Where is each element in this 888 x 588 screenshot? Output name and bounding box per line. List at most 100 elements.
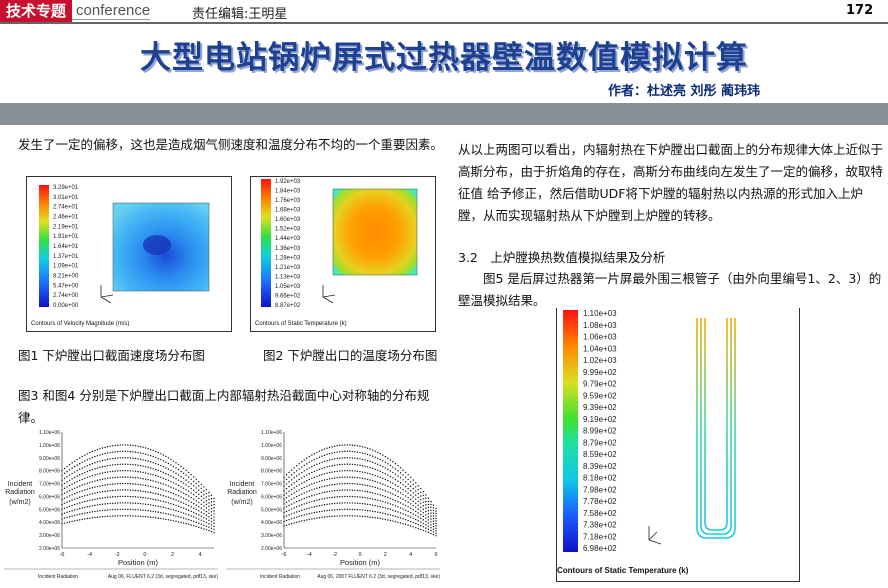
chart3-point [155,451,156,452]
chart3-point [191,501,192,502]
chart3-point [213,510,214,511]
fig2-axis-triad [323,285,335,303]
chart3-point [109,471,110,472]
chart4-point [362,490,363,491]
chart3-point [61,513,62,514]
chart3-point [158,464,159,465]
chart4-point [359,503,360,504]
chart4-point [309,502,310,503]
chart3-point [77,459,78,460]
chart4-point [428,529,429,530]
chart3-point [77,470,78,471]
chart4-point [296,491,297,492]
chart3-point [120,476,121,477]
chart3-point [201,492,202,493]
chart3-point [61,480,62,481]
chart3-point [147,516,148,517]
chart4-point [428,501,429,502]
chart4-point [392,515,393,516]
chart3-point [147,473,148,474]
chart4-point [420,525,421,526]
chart3-point [84,472,85,473]
chart4-point [324,479,325,480]
chart3-point [163,495,164,496]
chart4-point [433,520,434,521]
chart4-point [334,477,335,478]
chart3-point [61,509,62,510]
chart3-point [99,485,100,486]
chart4-point [283,486,284,487]
chart3-point [99,479,100,480]
chart3-point [203,505,204,506]
chart4-point [413,492,414,493]
chart4-point [296,475,297,476]
chart4-point [311,489,312,490]
chart3-point [198,527,199,528]
chart3-point [155,475,156,476]
chart4-point [395,474,396,475]
chart4-point [410,512,411,513]
chart3-point [120,457,121,458]
chart4-point [385,490,386,491]
chart3-point [158,458,159,459]
chart4-point [347,451,348,452]
chart4-point [306,497,307,498]
chart4-point [395,463,396,464]
chart3-point [132,470,133,471]
chart3-point [115,445,116,446]
chart4-point [296,470,297,471]
chart3-point [191,497,192,498]
chart3-point [89,458,90,459]
chart3-point [64,517,65,518]
chart4-point [283,521,284,522]
chart4-point [397,491,398,492]
chart4-point [286,506,287,507]
fig5-legend-label: 1.06e+03 [583,333,617,342]
chart4-point [390,498,391,499]
chart3-point [64,513,65,514]
chart3-point [132,490,133,491]
chart4-point [319,499,320,500]
chart3-point [74,504,75,505]
chart3-point [109,490,110,491]
chart4-point [397,511,398,512]
chart4-point [385,479,386,480]
chart3-point [94,456,95,457]
chart4-point [400,492,401,493]
fig5-legend-label: 7.98e+02 [583,485,617,494]
chart4-point [380,471,381,472]
chart4-point [428,504,429,505]
chart3-point [102,504,103,505]
chart3-point [115,509,116,510]
chart4-point [326,472,327,473]
fig5-legend-label: 8.39e+02 [583,462,617,471]
chart3-point [97,498,98,499]
chart4-point [306,469,307,470]
fig5-plot: 1.10e+031.08e+031.06e+031.04e+031.02e+03… [557,308,799,560]
chart4-point [352,444,353,445]
chart3-point [158,517,159,518]
fig2-legend-label: 1.68e+03 [275,208,301,214]
chart4-point [423,509,424,510]
chart4-point [375,487,376,488]
chart3-point [211,501,212,502]
chart3-point [89,512,90,513]
chart4-point [395,505,396,506]
chart3-point [69,474,70,475]
chart4-point [296,516,297,517]
chart3-point [173,477,174,478]
chart3-point [135,464,136,465]
chart4-point [377,452,378,453]
chart4-point [357,496,358,497]
chart3-point [188,510,189,511]
chart4-point [400,512,401,513]
chart3-point [185,518,186,519]
chart4-point [362,452,363,453]
chart4-point [420,492,421,493]
chart3-point [89,494,90,495]
chart4-point [380,488,381,489]
chart4-point [288,510,289,511]
chart4-point [377,499,378,500]
chart3-point [198,489,199,490]
chart3-point [97,492,98,493]
